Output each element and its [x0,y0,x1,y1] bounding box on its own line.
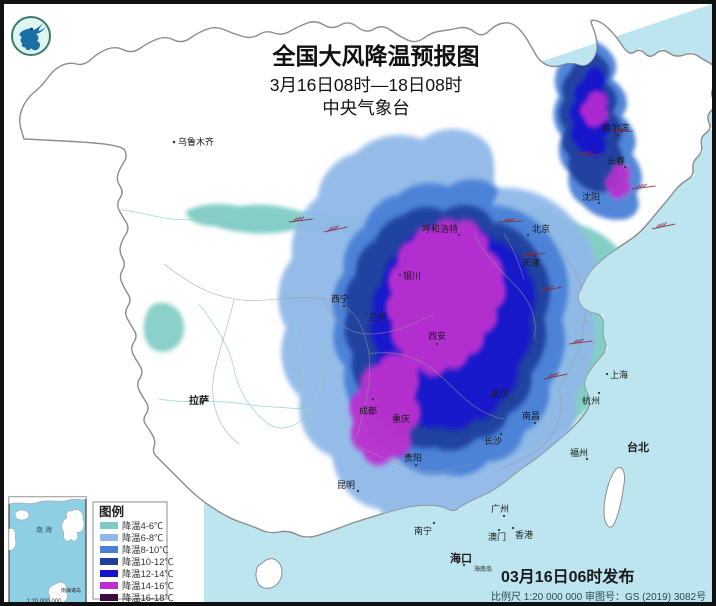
svg-text:武汉: 武汉 [491,388,509,399]
svg-text:香港: 香港 [515,529,533,540]
svg-text:长沙: 长沙 [484,435,502,446]
svg-text:台北: 台北 [627,440,649,454]
svg-text:昆明: 昆明 [337,480,355,490]
svg-text:降温8-10℃: 降温8-10℃ [122,544,169,555]
svg-text:3月16日08时—18日08时: 3月16日08时—18日08时 [270,75,463,95]
svg-text:天津: 天津 [522,258,540,268]
svg-text:杭州: 杭州 [582,395,600,406]
svg-text:降温12-14℃: 降温12-14℃ [122,568,174,579]
svg-text:西宁: 西宁 [331,293,349,304]
svg-text:1:20 000 000: 1:20 000 000 [26,599,62,602]
svg-text:南宁: 南宁 [414,525,432,536]
svg-text:广州: 广州 [491,503,509,514]
svg-text:南海诸岛: 南海诸岛 [61,587,81,594]
svg-text:兰州: 兰州 [369,311,387,322]
svg-text:南 海: 南 海 [36,525,52,534]
svg-text:比例尺 1:20 000 000 审图号：GS (20: 比例尺 1:20 000 000 审图号：GS (2019) 3082号 [491,590,706,602]
svg-text:长春: 长春 [607,155,625,166]
svg-text:图例: 图例 [99,504,124,519]
svg-text:降温4-6℃: 降温4-6℃ [122,520,163,531]
svg-text:海南岛: 海南岛 [474,565,492,573]
svg-text:南昌: 南昌 [522,410,540,421]
svg-text:贵阳: 贵阳 [404,452,422,463]
svg-text:呼和浩特: 呼和浩特 [422,223,458,234]
svg-text:乌鲁木齐: 乌鲁木齐 [178,136,214,147]
svg-text:西安: 西安 [428,330,446,341]
svg-text:重庆: 重庆 [392,413,410,424]
svg-text:中央气象台: 中央气象台 [322,98,410,118]
svg-text:拉萨: 拉萨 [189,394,209,407]
svg-text:全国大风降温预报图: 全国大风降温预报图 [272,43,480,69]
svg-text:澳门: 澳门 [488,531,506,542]
svg-text:上海: 上海 [610,369,628,380]
svg-text:哈尔滨: 哈尔滨 [602,122,629,133]
svg-text:北京: 北京 [532,223,550,234]
svg-text:降温14-16℃: 降温14-16℃ [122,580,174,591]
svg-text:沈阳: 沈阳 [582,191,600,202]
svg-text:海口: 海口 [450,551,472,565]
svg-text:银川: 银川 [403,270,421,281]
svg-text:福州: 福州 [570,447,588,458]
svg-text:03月16日06时发布: 03月16日06时发布 [501,567,634,586]
svg-text:降温6-8℃: 降温6-8℃ [122,532,163,543]
svg-text:降温16-18℃: 降温16-18℃ [122,592,174,602]
svg-text:降温10-12℃: 降温10-12℃ [122,556,174,567]
svg-text:成都: 成都 [359,405,377,416]
